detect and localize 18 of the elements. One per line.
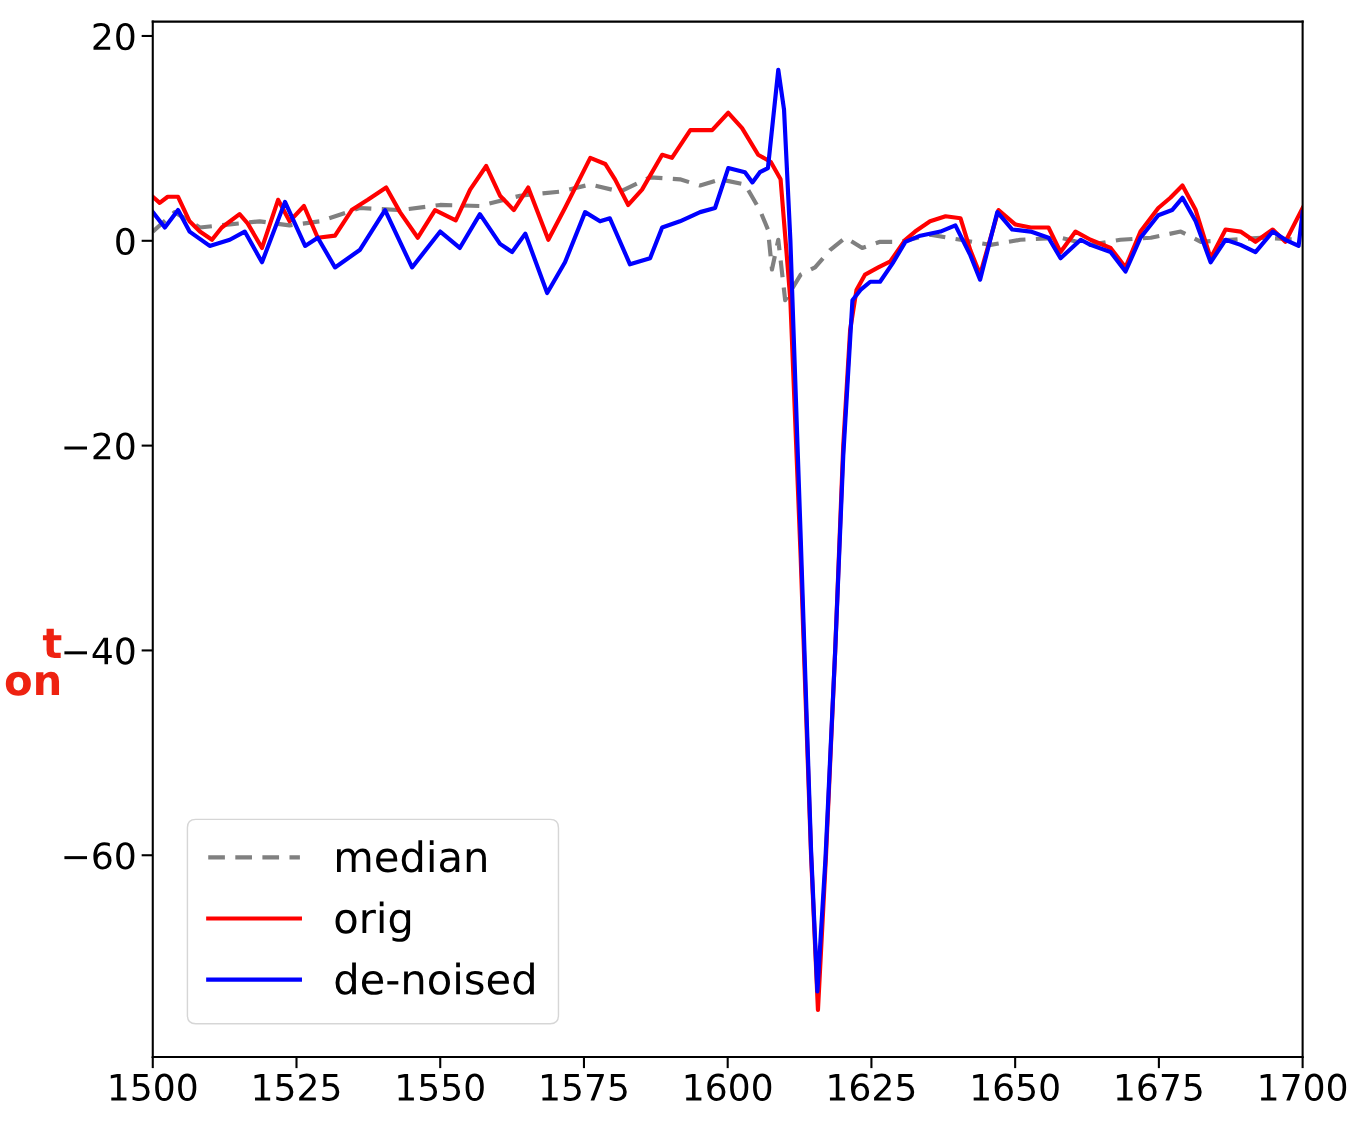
x-tick-label: 1600 (685, 1073, 772, 1101)
x-tick-label: 1500 (110, 1073, 197, 1101)
x-tick-label: 1700 (1260, 1073, 1347, 1101)
legend-label: orig (335, 901, 411, 942)
y-tick-label: −20 (64, 432, 135, 460)
y-tick-label: −60 (64, 842, 135, 870)
x-tick-label: 1525 (254, 1073, 340, 1101)
text: t on (5, 628, 62, 696)
x-tick-label: 1650 (973, 1073, 1059, 1101)
legend-label: median (337, 840, 486, 873)
x-tick-label: 1625 (829, 1073, 915, 1101)
x-tick-label: 1675 (1116, 1073, 1202, 1101)
x-tick-label: 1550 (398, 1073, 484, 1101)
legend-label: de-noised (335, 962, 534, 995)
y-tick-label: 20 (93, 22, 135, 51)
y-tick-label: −40 (64, 637, 135, 665)
x-tick-label: 1575 (541, 1074, 627, 1101)
y-tick-label: 0 (116, 227, 135, 256)
